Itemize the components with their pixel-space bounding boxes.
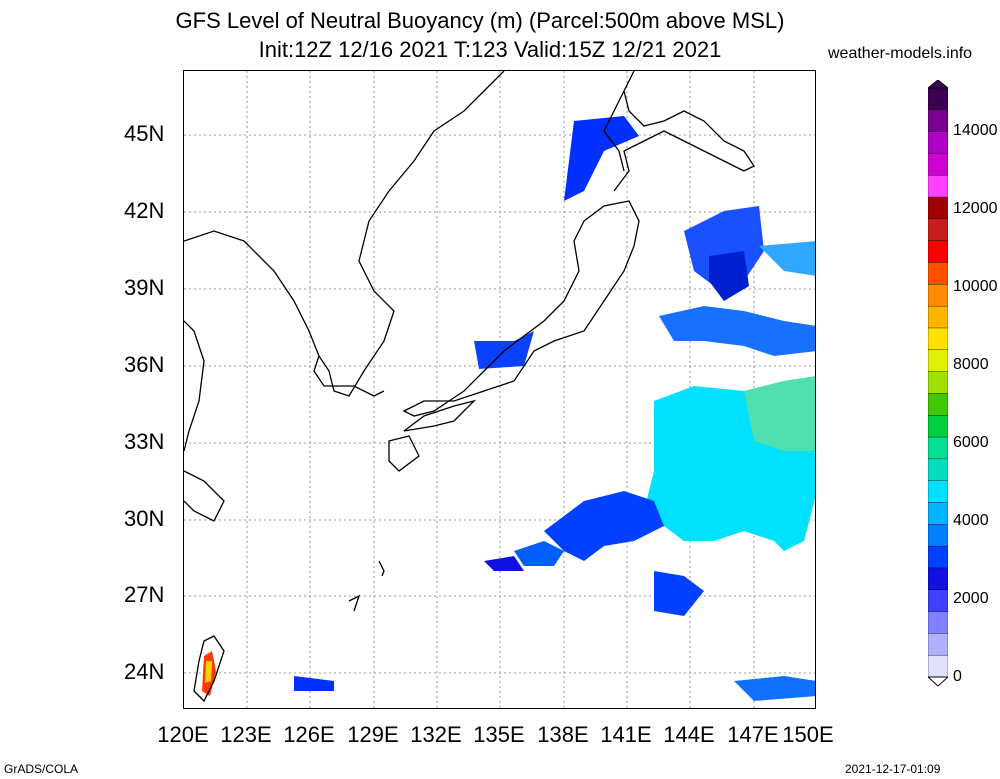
colorbar-swatch xyxy=(928,654,948,678)
colorbar-swatch xyxy=(928,87,948,111)
lat-label-39n: 39N xyxy=(124,275,165,300)
colorbar-swatch xyxy=(928,349,948,373)
colorbar-swatch xyxy=(928,458,948,482)
lon-label-123e: 123E xyxy=(220,722,272,747)
lat-label-24n: 24N xyxy=(124,659,165,684)
buoyancy-field xyxy=(202,116,815,701)
colorbar-label-4000: 4000 xyxy=(953,512,989,529)
colorbar-swatch xyxy=(928,524,948,547)
lon-label-147e: 147E xyxy=(727,722,779,747)
colorbar-swatch xyxy=(928,436,948,460)
lat-label-27n: 27N xyxy=(124,582,165,607)
chart-title: GFS Level of Neutral Buoyancy (m) (Parce… xyxy=(175,8,785,33)
colorbar-label-2000: 2000 xyxy=(953,590,989,607)
colorbar-label-10000: 10000 xyxy=(953,278,998,295)
colorbar-swatch xyxy=(928,371,948,395)
lon-label-141e: 141E xyxy=(600,722,652,747)
colorbar-label-8000: 8000 xyxy=(953,356,989,373)
watermark: weather-models.info xyxy=(828,45,973,62)
colorbar-bottom-arrow xyxy=(928,676,948,687)
lon-label-132e: 132E xyxy=(410,722,462,747)
coastlines xyxy=(184,71,755,703)
colorbar-swatch xyxy=(928,633,948,656)
colorbar-swatch xyxy=(928,327,948,351)
lon-label-126e: 126E xyxy=(283,722,335,747)
colorbar-swatch xyxy=(928,284,948,307)
credit-grads: GrADS/COLA xyxy=(4,762,79,776)
colorbar-swatch xyxy=(928,305,948,329)
colorbar-swatch xyxy=(928,131,948,155)
chart-subtitle: Init:12Z 12/16 2021 T:123 Valid:15Z 12/2… xyxy=(258,37,722,62)
colorbar-swatch xyxy=(928,545,948,569)
colorbar-swatch xyxy=(928,109,948,133)
colorbar-swatch xyxy=(928,567,948,591)
colorbar-swatch xyxy=(928,502,948,525)
colorbar-swatch xyxy=(928,393,948,416)
lon-label-120e: 120E xyxy=(157,722,209,747)
lon-label-138e: 138E xyxy=(537,722,589,747)
colorbar-label-6000: 6000 xyxy=(953,434,989,451)
colorbar-swatch xyxy=(928,240,948,264)
colorbar-swatch xyxy=(928,262,948,286)
colorbar-swatch xyxy=(928,611,948,635)
map-svg xyxy=(184,71,815,708)
colorbar-swatch xyxy=(928,196,948,220)
colorbar-label-12000: 12000 xyxy=(953,200,998,217)
colorbar-label-14000: 14000 xyxy=(953,122,998,139)
colorbar-swatch xyxy=(928,415,948,438)
lat-label-33n: 33N xyxy=(124,429,165,454)
lat-label-42n: 42N xyxy=(124,198,165,223)
colorbar xyxy=(928,80,948,687)
colorbar-label-0: 0 xyxy=(953,668,962,685)
colorbar-swatch xyxy=(928,218,948,242)
credit-timestamp: 2021-12-17-01:09 xyxy=(845,762,941,776)
lon-label-135e: 135E xyxy=(473,722,525,747)
lon-label-150e: 150E xyxy=(782,722,834,747)
lat-label-36n: 36N xyxy=(124,352,165,377)
colorbar-swatch xyxy=(928,175,948,198)
colorbar-swatch xyxy=(928,480,948,504)
lat-label-45n: 45N xyxy=(124,121,165,146)
colorbar-swatch xyxy=(928,153,948,176)
lon-label-129e: 129E xyxy=(347,722,399,747)
colorbar-swatch xyxy=(928,589,948,613)
lat-label-30n: 30N xyxy=(124,506,165,531)
map-panel xyxy=(183,70,816,709)
lon-label-144e: 144E xyxy=(663,722,715,747)
colorbar-top-arrow xyxy=(928,80,948,89)
colorbar-swatches xyxy=(928,87,948,678)
